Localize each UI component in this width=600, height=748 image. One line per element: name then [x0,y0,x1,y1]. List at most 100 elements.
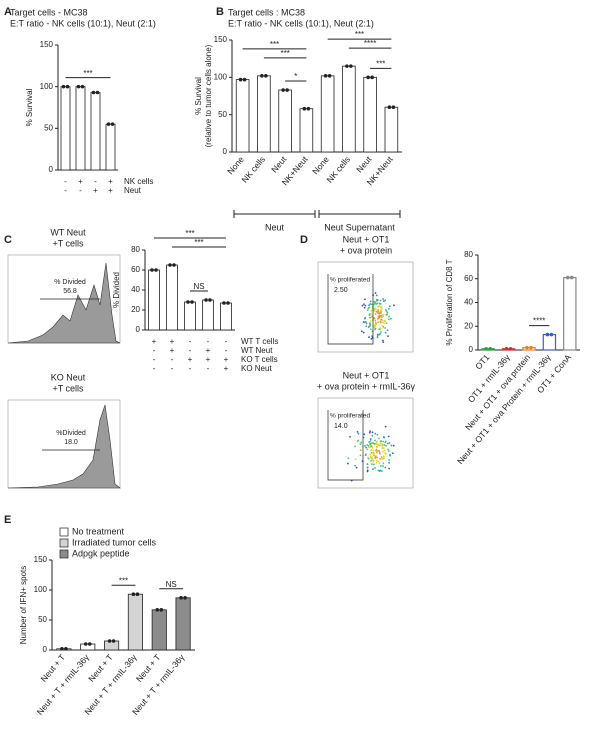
bar [563,276,577,351]
flow-dot [387,435,390,438]
row-name: NK cells [124,177,153,186]
flow-dot [367,457,370,460]
y-tick-label: 0 [43,645,48,654]
flow-dot [370,312,373,315]
y-tick-label: 0 [469,345,474,354]
y-tick-label: 20 [131,305,140,314]
data-dot [370,75,374,80]
data-dot [566,275,570,280]
data-dot [238,77,243,82]
data-dot [107,639,112,643]
flow-dot [376,302,379,305]
legend-swatch [59,527,69,537]
sig-label: *** [280,49,289,58]
data-dot [208,298,212,302]
flow-dot [369,442,372,445]
flow-dot [371,303,373,306]
flow-dot [384,327,387,329]
row-sign: + [152,337,157,346]
panel-letter: E [4,514,11,526]
flow-dot [374,307,377,310]
flow-dot [368,440,371,443]
flow-dot [378,304,381,307]
flow-dot [364,304,367,307]
flow-dot [374,327,377,330]
row-sign: - [189,337,192,346]
flow-dot [387,335,389,337]
flow-title: Neut + OT1 [343,370,390,380]
flow-dot [366,466,369,469]
flow-dot [370,445,373,448]
data-dot [285,88,289,92]
flow-dot [378,452,381,455]
flow-dot [379,469,382,472]
flow-frame [317,261,414,353]
flow-dot [367,307,370,310]
chart-subtitle: E:T ratio - NK cells (10:1), Neut (2:1) [228,18,374,28]
data-dot [111,639,116,643]
legend-swatch [59,538,69,548]
bar [127,593,143,651]
flow-dot [391,452,394,455]
flow-dot [370,457,373,459]
gate-value: 56.8 [63,288,77,295]
flow-dot [370,337,373,340]
bar [56,648,72,651]
flow-dot [381,316,383,319]
data-dot [570,275,574,280]
flow-dot [380,470,383,472]
histogram-peak [7,404,121,489]
flow-dot [374,319,377,322]
flow-dot [377,460,380,463]
flow-dot [347,462,349,465]
flow-dot [386,329,389,332]
panel-letter: B [216,6,224,18]
flow-dot [376,433,379,436]
data-dot [349,64,353,68]
flow-dot [369,453,372,456]
flow-dot [379,299,382,302]
data-dot [484,347,489,351]
data-dot [64,647,68,651]
flow-dot [368,431,371,434]
flow-dot [388,307,390,310]
legend-swatch [59,549,69,559]
gate-label: %Divided [56,430,86,437]
row-sign: - [225,337,228,346]
bar [542,333,557,351]
row-sign: + [188,355,193,364]
data-dot [264,74,268,78]
flow-dot [382,465,384,467]
flow-dot [376,335,379,337]
flow-dot [385,322,388,324]
x-tick-label: Neut + OT1 + ova Protein + rmIL-36γ [455,352,553,466]
sig-label: *** [270,40,279,49]
row-name: KO Neut [241,364,272,373]
flow-dot [377,305,379,308]
flow-dot [379,440,382,443]
data-dot [60,647,64,651]
bar [75,86,86,171]
flow-dot [362,331,365,334]
y-axis-label: Number of IFN+ spots [19,566,28,644]
flow-dot [360,441,363,444]
flow-dot [376,440,378,443]
row-name: Neut [124,186,142,195]
row-sign: - [153,346,156,355]
row-sign: - [153,355,156,364]
flow-dot [372,442,375,444]
sig-label: NS [193,282,204,291]
gate-value: 2.50 [334,287,348,294]
flow-dot [359,454,362,457]
flow-dot [368,304,370,307]
flow-dot [379,320,382,323]
flow-dot [370,449,373,452]
flow-dot [369,300,372,303]
flow-dot [373,303,375,306]
flow-dot [378,328,381,331]
flow-dot [372,452,375,454]
flow-dot [363,306,366,309]
flow-dot [382,450,384,453]
flow-dot [359,449,362,452]
flow-dot [374,313,377,315]
